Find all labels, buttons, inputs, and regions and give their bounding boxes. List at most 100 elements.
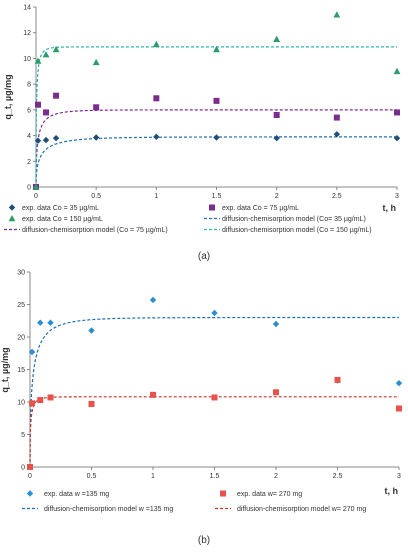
chart-a-caption: (a) xyxy=(198,251,210,262)
y-tick-label: 0 xyxy=(21,465,25,472)
legend-item: diffusion-chemisorption model w= 270 mg xyxy=(215,506,366,513)
y-tick-label: 25 xyxy=(17,302,25,309)
chart-a-legend: exp. data Co = 35 µg/mL exp. data Co = 75… xyxy=(4,204,372,234)
legend-label: exp. data Co = 75 µg/mL xyxy=(222,205,299,212)
data-point-exp-data-w-135-mg xyxy=(28,348,36,356)
data-point-exp-data-co-35-g-ml xyxy=(153,133,160,141)
data-point-exp-data-co-150-g-ml xyxy=(152,40,160,48)
data-point-exp-data-co-150-g-ml xyxy=(52,45,60,53)
data-point-exp-data-co-75-g-ml xyxy=(273,112,280,118)
legend-label: diffusion-chemisorption model w= 270 mg xyxy=(237,506,366,513)
data-point-exp-data-w-270-mg xyxy=(88,400,95,407)
legend-label: exp. data w =135 mg xyxy=(44,491,109,498)
x-tick-label: 1 xyxy=(154,193,158,200)
chart-b-x-axis-label: t, h xyxy=(385,486,399,496)
x-tick-label: 0 xyxy=(28,473,32,480)
chart-a-y-ticks: 0 2 4 6 8 10 12 14 xyxy=(23,5,36,192)
data-point-exp-data-co-150-g-ml xyxy=(42,51,50,58)
y-tick-label: 15 xyxy=(17,367,25,374)
model-line-diffusion-chemisorption-model-w-270-mg xyxy=(29,396,399,468)
data-point-exp-data-co-150-g-ml xyxy=(32,183,40,190)
data-point-exp-data-co-150-g-ml xyxy=(213,45,220,53)
data-point-exp-data-w-270-mg xyxy=(27,464,33,470)
model-line-diffusion-chemisorption-model-co-35-g-ml xyxy=(35,136,397,188)
x-tick-label: 3 xyxy=(395,193,399,200)
data-point-exp-data-co-75-g-ml xyxy=(333,114,340,121)
data-point-exp-data-w-270-mg xyxy=(47,394,54,401)
legend-item: exp. data w= 270 mg xyxy=(220,490,302,498)
y-tick-label: 4 xyxy=(27,133,31,140)
legend-label: diffusion-chemisorption model w =135 mg xyxy=(44,506,173,513)
x-tick-label: 2 xyxy=(275,193,279,200)
legend-item: exp. data Co = 35 µg/mL xyxy=(8,204,99,212)
data-point-exp-data-co-35-g-ml xyxy=(333,131,341,138)
legend-item: diffusion-chemisorption model (Co = 75 µ… xyxy=(4,227,168,234)
data-point-exp-data-co-150-g-ml xyxy=(92,58,100,66)
data-point-exp-data-w-270-mg xyxy=(273,389,279,396)
data-point-exp-data-co-35-g-ml xyxy=(42,136,50,144)
data-point-exp-data-co-150-g-ml xyxy=(393,67,401,75)
legend-item: exp. data w =135 mg xyxy=(26,490,109,498)
x-tick-label: 0.5 xyxy=(91,193,101,200)
data-point-exp-data-co-150-g-ml xyxy=(273,35,281,42)
data-point-exp-data-w-135-mg xyxy=(37,319,44,326)
data-point-exp-data-co-35-g-ml xyxy=(34,137,42,144)
legend-item: exp. data Co = 75 µg/mL xyxy=(209,204,299,212)
data-point-exp-data-co-75-g-ml xyxy=(53,92,60,99)
data-point-exp-data-co-35-g-ml xyxy=(213,134,220,141)
data-point-exp-data-w-270-mg xyxy=(29,400,36,407)
data-point-exp-data-w-135-mg xyxy=(47,319,54,326)
y-tick-label: 14 xyxy=(23,5,31,12)
data-point-exp-data-w-135-mg xyxy=(272,320,280,328)
chart-b-legend: exp. data w =135 mg exp. data w= 270 mg di… xyxy=(22,490,366,513)
data-point-exp-data-w-270-mg xyxy=(37,397,44,404)
chart-a-x-ticks: 0 0.5 1 1.5 2 2.5 3 xyxy=(34,187,399,200)
x-tick-label: 1 xyxy=(151,473,155,480)
data-point-exp-data-w-270-mg xyxy=(334,376,341,383)
x-tick-label: 0 xyxy=(34,193,38,200)
data-point-exp-data-co-35-g-ml xyxy=(393,134,401,142)
data-point-exp-data-w-135-mg xyxy=(211,309,218,317)
x-tick-label: 1.5 xyxy=(210,473,220,480)
x-tick-label: 2 xyxy=(274,473,278,480)
data-point-exp-data-w-270-mg xyxy=(150,391,156,398)
chart-b-y-axis-label: q_t, µg/mg xyxy=(0,347,10,392)
y-tick-label: 0 xyxy=(27,185,31,192)
legend-marker-exp-data-co-35-g-ml xyxy=(8,204,16,211)
model-line-diffusion-chemisorption-model-w-135-mg xyxy=(29,316,399,468)
chart-a-x-axis-label: t, h xyxy=(383,203,397,213)
data-point-exp-data-co-75-g-ml xyxy=(394,109,400,116)
chart-b-x-ticks: 0 0.5 1 1.5 2 2.5 3 xyxy=(28,467,401,480)
y-tick-label: 8 xyxy=(27,82,31,89)
legend-label: exp. data Co = 150 µg/mL xyxy=(22,216,103,223)
data-point-exp-data-co-35-g-ml xyxy=(92,134,100,141)
x-tick-label: 3 xyxy=(397,473,401,480)
legend-label: diffusion-chemisorption model (Co= 35 µg… xyxy=(222,216,366,223)
y-tick-label: 6 xyxy=(27,107,31,114)
chart-a-y-axis-label: q_t, µg/mg xyxy=(3,74,13,119)
y-tick-label: 10 xyxy=(17,400,25,407)
data-point-exp-data-co-150-g-ml xyxy=(34,57,42,64)
legend-item: diffusion-chemisorption model w =135 mg xyxy=(22,506,173,513)
y-tick-label: 10 xyxy=(23,56,31,63)
legend-item: diffusion-chemisorption model (Co= 35 µg… xyxy=(204,216,366,223)
legend-label: diffusion-chemisorption model (Co = 150 … xyxy=(222,227,372,234)
data-point-exp-data-co-35-g-ml xyxy=(52,134,60,142)
data-point-exp-data-w-270-mg xyxy=(396,405,402,412)
model-line-diffusion-chemisorption-model-co-150-g-ml xyxy=(35,46,397,188)
data-point-exp-data-w-135-mg xyxy=(395,379,403,387)
chart-b: 0 5 10 15 20 25 30 0 0.5 1 1.5 2 2.5 3 q_t, µg/mg t,… xyxy=(0,270,403,546)
x-tick-label: 2.5 xyxy=(333,473,343,480)
data-point-exp-data-co-75-g-ml xyxy=(43,109,50,116)
data-point-exp-data-w-135-mg xyxy=(88,327,95,334)
chart-b-y-ticks: 0 5 10 15 20 25 30 xyxy=(17,270,30,472)
legend-label: exp. data w= 270 mg xyxy=(237,491,302,498)
x-tick-label: 1.5 xyxy=(212,193,222,200)
data-point-exp-data-co-75-g-ml xyxy=(213,97,220,104)
data-point-exp-data-co-75-g-ml xyxy=(153,95,160,102)
x-tick-label: 2.5 xyxy=(332,193,342,200)
data-point-exp-data-co-75-g-ml xyxy=(93,104,100,111)
chart-a: 0 2 4 6 8 10 12 14 0 0.5 1 1.5 2 2.5 3 q_t, µg/mg t, … xyxy=(3,5,401,262)
